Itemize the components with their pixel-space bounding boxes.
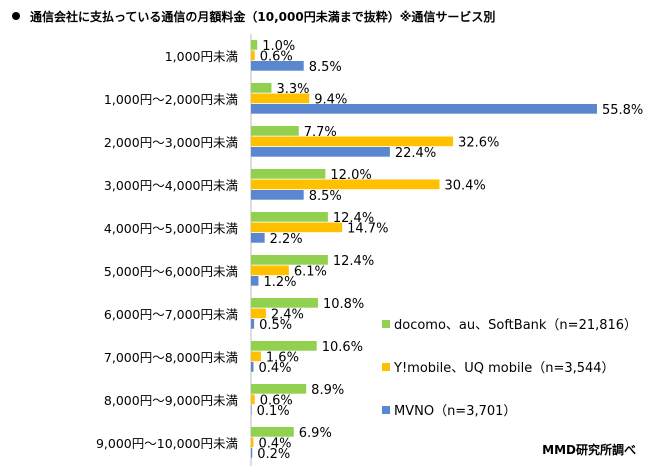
title-text: 通信会社に支払っている通信の月額料金（10,000円未満まで抜粋）※通信サービス…	[30, 10, 496, 24]
data-label: 30.4%	[444, 179, 485, 194]
data-label: 0.2%	[257, 447, 290, 462]
data-label: 8.9%	[311, 383, 344, 398]
bar	[251, 83, 272, 93]
data-label: 6.9%	[299, 426, 332, 441]
data-label: 0.4%	[258, 437, 291, 452]
bar	[251, 362, 254, 372]
category-label: 8,000円～9,000円未満	[104, 393, 238, 408]
bar	[251, 179, 440, 190]
bar	[251, 136, 454, 147]
data-label: 0.5%	[259, 318, 292, 333]
bar	[251, 50, 255, 61]
data-label: 2.2%	[270, 232, 303, 247]
data-label: 0.4%	[258, 361, 291, 376]
legend-label: Y!mobile、UQ mobile（n=3,544）	[393, 361, 615, 376]
data-label: 2.4%	[271, 308, 304, 323]
bar	[251, 233, 265, 243]
bar	[251, 276, 259, 286]
bar	[251, 265, 289, 276]
bar	[251, 93, 310, 104]
data-label: 9.4%	[314, 93, 347, 108]
category-label: 4,000円～5,000円未満	[104, 221, 238, 236]
data-label: 0.6%	[260, 394, 293, 409]
legend-swatch	[382, 363, 390, 371]
data-label: 6.1%	[294, 265, 327, 280]
bar	[251, 427, 294, 437]
data-label: 22.4%	[395, 146, 436, 161]
category-label: 5,000円～6,000円未満	[104, 264, 238, 279]
category-label: 3,000円～4,000円未満	[104, 178, 238, 193]
data-label: 3.3%	[276, 82, 309, 97]
data-label: 0.6%	[260, 50, 293, 65]
category-label: 1,000円～2,000円未満	[104, 92, 238, 107]
data-label: 1.2%	[263, 275, 296, 290]
bar	[251, 405, 252, 415]
bar	[251, 384, 307, 394]
data-label: 7.7%	[304, 125, 337, 140]
category-label: 9,000円～10,000円未満	[96, 436, 238, 451]
legend-swatch	[382, 320, 390, 328]
data-label: 10.8%	[323, 297, 364, 312]
bar	[251, 212, 328, 222]
data-label: 14.7%	[347, 222, 388, 237]
bar	[251, 169, 326, 179]
data-label: 1.0%	[262, 39, 295, 54]
bar	[251, 394, 255, 405]
bar	[251, 222, 343, 233]
bar	[251, 126, 299, 136]
data-label: 0.1%	[257, 404, 290, 419]
bar	[251, 104, 597, 114]
legend-label: MVNO（n=3,701）	[394, 404, 516, 419]
data-label: 8.5%	[309, 60, 342, 75]
bar	[251, 190, 304, 200]
bullet-icon	[12, 12, 20, 20]
bar	[251, 351, 261, 362]
credit: MMD研究所調べ	[542, 443, 636, 457]
bar	[251, 255, 328, 265]
bar	[251, 319, 255, 329]
bar	[251, 308, 266, 319]
data-label: 12.4%	[333, 211, 374, 226]
category-label: 6,000円～7,000円未満	[104, 307, 238, 322]
bar	[251, 61, 304, 71]
data-label: 1.6%	[266, 351, 299, 366]
category-label: 2,000円～3,000円未満	[104, 135, 238, 150]
bar	[251, 298, 318, 308]
category-label: 1,000円未満	[165, 49, 238, 64]
bar	[251, 448, 253, 458]
category-label: 7,000円～8,000円未満	[104, 350, 238, 365]
bar	[251, 341, 317, 351]
legend-swatch	[382, 406, 390, 414]
data-label: 8.5%	[309, 189, 342, 204]
bar	[251, 40, 258, 50]
chart-title: 通信会社に支払っている通信の月額料金（10,000円未満まで抜粋）※通信サービス…	[12, 8, 495, 25]
data-label: 12.0%	[330, 168, 371, 183]
legend-label: docomo、au、SoftBank（n=21,816）	[394, 318, 637, 333]
bar	[251, 147, 390, 157]
data-label: 10.6%	[322, 340, 363, 355]
data-label: 55.8%	[602, 103, 643, 118]
bar	[251, 437, 254, 448]
data-label: 12.4%	[333, 254, 374, 269]
data-label: 32.6%	[458, 136, 499, 151]
